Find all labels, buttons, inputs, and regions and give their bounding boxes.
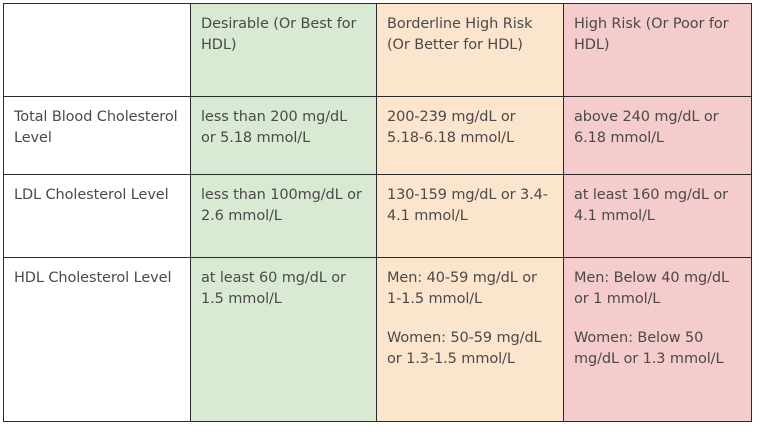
ldl-borderline-cell: 130-159 mg/dL or 3.4-4.1 mmol/L xyxy=(376,174,564,258)
table-header-row: Desirable (Or Best for HDL) Borderline H… xyxy=(3,3,752,97)
total-high-risk-cell: above 240 mg/dL or 6.18 mmol/L xyxy=(563,96,752,175)
header-desirable-cell: Desirable (Or Best for HDL) xyxy=(190,3,377,97)
hdl-high-risk-women-text: Women: Below 50 mg/dL or 1.3 mmol/L xyxy=(574,330,724,367)
hdl-high-risk-cell: Men: Below 40 mg/dL or 1 mmol/L Women: B… xyxy=(563,257,752,422)
total-desirable-cell: less than 200 mg/dL or 5.18 mmol/L xyxy=(190,96,377,175)
table-row: LDL Cholesterol Level less than 100mg/dL… xyxy=(3,174,752,258)
cholesterol-table-container: Desirable (Or Best for HDL) Borderline H… xyxy=(3,3,752,422)
hdl-desirable-cell: at least 60 mg/dL or 1.5 mmol/L xyxy=(190,257,377,422)
table-row: Total Blood Cholesterol Level less than … xyxy=(3,96,752,175)
header-high-risk-cell: High Risk (Or Poor for HDL) xyxy=(563,3,752,97)
hdl-high-risk-men-text: Men: Below 40 mg/dL or 1 mmol/L xyxy=(574,270,730,307)
ldl-high-risk-cell: at least 160 mg/dL or 4.1 mmol/L xyxy=(563,174,752,258)
total-borderline-cell: 200-239 mg/dL or 5.18-6.18 mmol/L xyxy=(376,96,564,175)
hdl-borderline-men-text: Men: 40-59 mg/dL or 1-1.5 mmol/L xyxy=(387,270,537,307)
hdl-borderline-cell: Men: 40-59 mg/dL or 1-1.5 mmol/L Women: … xyxy=(376,257,564,422)
row-label-ldl: LDL Cholesterol Level xyxy=(3,174,191,258)
cholesterol-levels-table: Desirable (Or Best for HDL) Borderline H… xyxy=(3,3,752,422)
table-row: HDL Cholesterol Level at least 60 mg/dL … xyxy=(3,257,752,422)
hdl-borderline-women-text: Women: 50-59 mg/dL or 1.3-1.5 mmol/L xyxy=(387,330,542,367)
header-corner-cell xyxy=(3,3,191,97)
row-label-total-cholesterol: Total Blood Cholesterol Level xyxy=(3,96,191,175)
header-borderline-cell: Borderline High Risk (Or Better for HDL) xyxy=(376,3,564,97)
ldl-desirable-cell: less than 100mg/dL or 2.6 mmol/L xyxy=(190,174,377,258)
row-label-hdl: HDL Cholesterol Level xyxy=(3,257,191,422)
